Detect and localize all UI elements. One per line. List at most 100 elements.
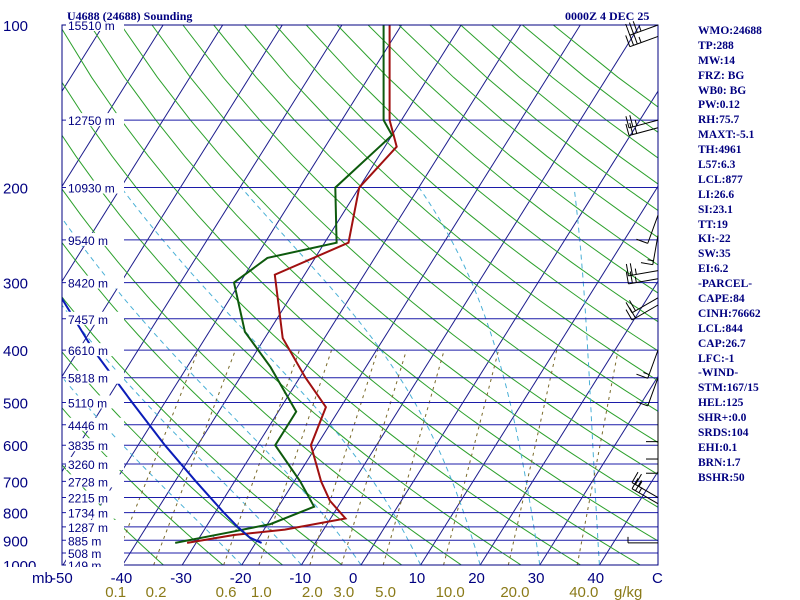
wind-barb — [640, 235, 659, 266]
mixing-ratio-line — [507, 350, 558, 565]
isobars — [62, 24, 658, 566]
height-label: 1287 m — [68, 521, 108, 535]
wind-barb — [646, 411, 659, 443]
isotherm-line — [420, 185, 658, 565]
stat-item: LCL:877 — [698, 173, 743, 186]
temp-tick-label: -50 — [51, 570, 73, 587]
height-label-bg — [66, 180, 124, 194]
mixing-ratio-line — [576, 350, 619, 565]
height-label: 4446 m — [68, 419, 108, 433]
height-label: 7457 m — [68, 313, 108, 327]
height-label: 3260 m — [68, 458, 108, 472]
temp-tick-label: 0 — [349, 570, 357, 587]
temp-tick-label: 20 — [468, 570, 485, 587]
isotherm-line — [62, 25, 343, 473]
wind-barb — [625, 304, 659, 321]
pressure-tick-label: 400 — [3, 343, 28, 360]
height-label: 5110 m — [68, 396, 107, 410]
stats-panel: WMO:24688 TP:288 MW:14 FRZ: BG WB0: BG PW:0.1… — [698, 24, 798, 486]
stat-item: SHR+:0.0 — [698, 412, 747, 425]
stat-item: SRDS:104 — [698, 427, 749, 440]
temp-tick-label: -10 — [289, 570, 311, 587]
mixing-ratio-line — [223, 349, 300, 565]
wind-barb — [625, 21, 659, 36]
pressure-tick-label: 200 — [3, 181, 28, 198]
height-label-bg — [66, 490, 124, 504]
stat-item: MW:14 — [698, 54, 736, 67]
temp-tick-label: -30 — [170, 570, 192, 587]
moist-adiabat — [120, 187, 422, 565]
plot-frame — [61, 24, 659, 566]
height-label-bg — [66, 533, 124, 547]
height-label-bg — [66, 438, 124, 452]
stat-item: -WIND- — [698, 367, 739, 380]
stat-item: -PARCEL- — [698, 278, 753, 291]
stat-item: CAPE:84 — [698, 293, 745, 306]
height-label-bg — [66, 343, 124, 357]
temp-tick-label: -40 — [111, 570, 133, 587]
isotherm-line — [360, 90, 658, 565]
height-label: 10930 m — [68, 182, 115, 196]
isotherm-line — [181, 25, 522, 565]
series-parcel-line — [62, 296, 263, 544]
height-label: 12750 m — [68, 114, 115, 128]
mixing-ratio-label: 2.0 — [302, 584, 323, 600]
height-label-bg — [66, 113, 124, 127]
stat-item: HEL:125 — [698, 397, 744, 410]
stat-item: FRZ: BG — [698, 69, 745, 82]
stat-item: TP:288 — [698, 39, 734, 52]
stat-item: LFC:-1 — [698, 352, 735, 365]
temp-tick-label: 40 — [587, 570, 604, 587]
isotherm-line — [241, 25, 581, 565]
chart-title: U4688 (24688) Sounding — [67, 9, 192, 23]
stat-item: WB0: BG — [698, 84, 747, 97]
stat-item: RH:75.7 — [698, 114, 740, 127]
mixing-ratio-line — [153, 349, 236, 565]
stat-item: PW:0.12 — [698, 99, 740, 112]
chart-datetime: 0000Z 4 DEC 25 — [565, 9, 649, 23]
pressure-tick-label: 100 — [3, 18, 28, 35]
stat-item: STM:167/15 — [698, 382, 759, 395]
temp-tick-label: 30 — [528, 570, 545, 587]
mixing-ratio-label: 5.0 — [375, 584, 396, 600]
moist-adiabat — [62, 376, 243, 565]
pressure-tick-label: 500 — [3, 395, 28, 412]
temp-tick-label: 10 — [409, 570, 426, 587]
stat-item: WMO:24688 — [698, 25, 762, 37]
stat-item: CAP:26.7 — [698, 337, 746, 350]
height-label: 1734 m — [68, 507, 108, 521]
axis-band — [0, 567, 800, 600]
wind-barb — [636, 349, 659, 379]
mixing-ratio-label: 1.0 — [251, 584, 272, 600]
temp-tick-label: -20 — [230, 570, 252, 587]
stat-item: EI:6.2 — [698, 263, 729, 276]
wind-barb — [631, 478, 659, 505]
stat-item: SW:35 — [698, 248, 731, 261]
height-label-bg — [66, 275, 124, 289]
dry-adiabat — [89, 25, 658, 542]
pressure-tick-label: 700 — [3, 474, 28, 491]
mixing-ratio-line — [382, 349, 445, 565]
height-label-bg — [66, 545, 124, 559]
height-label-bg — [66, 519, 124, 533]
temp-unit-label: C — [652, 570, 663, 587]
stat-item: TH:4961 — [698, 144, 742, 157]
stat-item: BSHR:50 — [698, 471, 745, 484]
mixing-unit-label: g/kg — [614, 584, 642, 600]
isotherm-line — [300, 25, 641, 565]
profiles — [62, 25, 398, 544]
height-label-bg — [66, 474, 124, 488]
height-label: 6610 m — [68, 344, 108, 358]
wind-barb — [625, 32, 659, 48]
moist-adiabat — [659, 188, 673, 565]
pressure-tick-label: 900 — [3, 533, 28, 550]
height-label: 885 m — [68, 534, 101, 548]
pressure-unit-label: mb — [32, 570, 53, 587]
wind-barb — [625, 115, 659, 129]
height-label: 8420 m — [68, 277, 108, 291]
isotherm-line — [62, 25, 283, 378]
stat-item: LCL:844 — [698, 322, 743, 335]
height-label-bg — [66, 370, 124, 384]
